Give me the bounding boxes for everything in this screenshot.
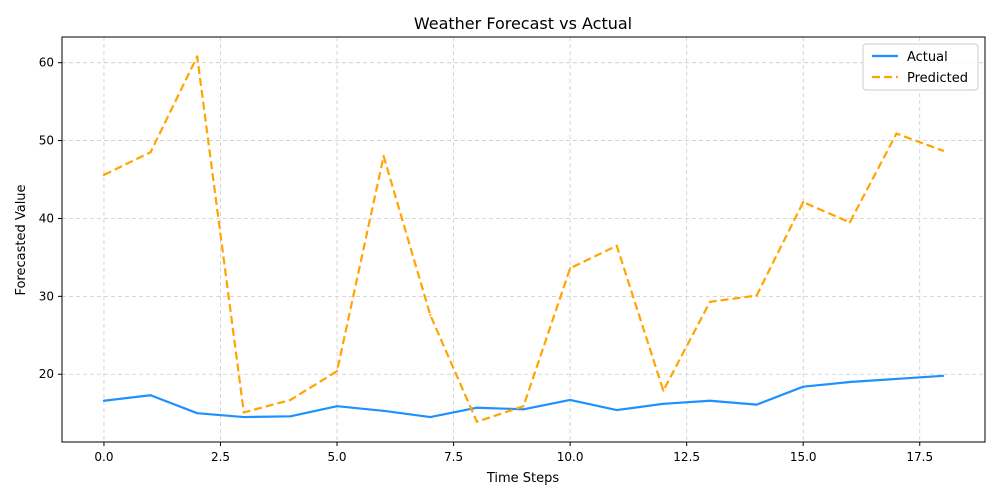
data-point-predicted <box>102 173 106 176</box>
data-point-actual <box>242 415 245 419</box>
data-point-predicted <box>242 411 245 414</box>
data-point-predicted <box>615 244 618 247</box>
data-point-actual <box>895 377 898 381</box>
data-point-actual <box>569 398 572 402</box>
x-tick-label: 17.5 <box>906 450 933 464</box>
y-tick-label: 30 <box>39 289 54 303</box>
data-point-predicted <box>848 221 851 224</box>
y-axis-label: Forecasted Value <box>14 184 29 295</box>
data-point-predicted <box>522 405 525 408</box>
y-tick-label: 50 <box>39 134 54 148</box>
data-point-predicted <box>475 420 478 423</box>
data-point-predicted <box>708 300 712 303</box>
series-layer <box>102 55 945 423</box>
ticks: 0.0 2.5 5.0 7.5 10.0 12.5 15.0 17.5 20 30 40 50 60 <box>39 56 933 464</box>
data-point-predicted <box>755 294 758 297</box>
x-tick-label: 12.5 <box>673 450 700 464</box>
grid <box>62 37 985 442</box>
data-point-actual <box>335 405 339 408</box>
data-point-predicted <box>335 370 339 373</box>
data-point-actual <box>802 385 805 388</box>
x-tick-label: 5.0 <box>327 450 346 464</box>
x-tick-label: 15.0 <box>790 450 817 464</box>
y-tick-label: 60 <box>39 56 54 70</box>
plot-area <box>62 37 985 442</box>
chart-title: Weather Forecast vs Actual <box>414 14 632 33</box>
x-tick-label: 7.5 <box>444 450 463 464</box>
x-tick-label: 10.0 <box>557 450 584 464</box>
data-point-actual <box>196 412 199 415</box>
data-point-predicted <box>149 151 152 154</box>
legend-label-predicted: Predicted <box>907 71 968 86</box>
legend: Actual Predicted <box>862 43 979 91</box>
x-tick-label: 0.0 <box>94 450 113 464</box>
data-point-actual <box>475 406 478 409</box>
data-point-predicted <box>196 55 199 58</box>
data-point-predicted <box>662 389 665 392</box>
data-point-predicted <box>569 267 572 270</box>
legend-label-actual: Actual <box>907 50 948 65</box>
data-point-actual <box>755 403 758 406</box>
plot-frame <box>61 36 986 443</box>
data-point-predicted <box>289 398 292 402</box>
data-point-actual <box>848 380 851 384</box>
data-point-actual <box>708 399 712 402</box>
y-tick-label: 20 <box>39 367 54 381</box>
data-point-actual <box>149 394 152 397</box>
data-point-actual <box>102 399 106 402</box>
data-point-actual <box>941 374 945 377</box>
data-point-predicted <box>802 201 805 204</box>
data-point-actual <box>662 402 665 405</box>
data-point-predicted <box>429 313 432 317</box>
data-point-predicted <box>895 132 898 135</box>
data-point-actual <box>615 408 618 412</box>
data-point-actual <box>429 415 432 419</box>
data-point-predicted <box>941 149 945 152</box>
x-tick-label: 2.5 <box>211 450 230 464</box>
data-point-actual <box>522 408 525 411</box>
data-point-actual <box>289 415 292 418</box>
y-tick-label: 40 <box>39 211 54 225</box>
x-axis-label: Time Steps <box>486 471 560 486</box>
data-point-actual <box>382 409 385 412</box>
data-point-predicted <box>382 155 385 158</box>
